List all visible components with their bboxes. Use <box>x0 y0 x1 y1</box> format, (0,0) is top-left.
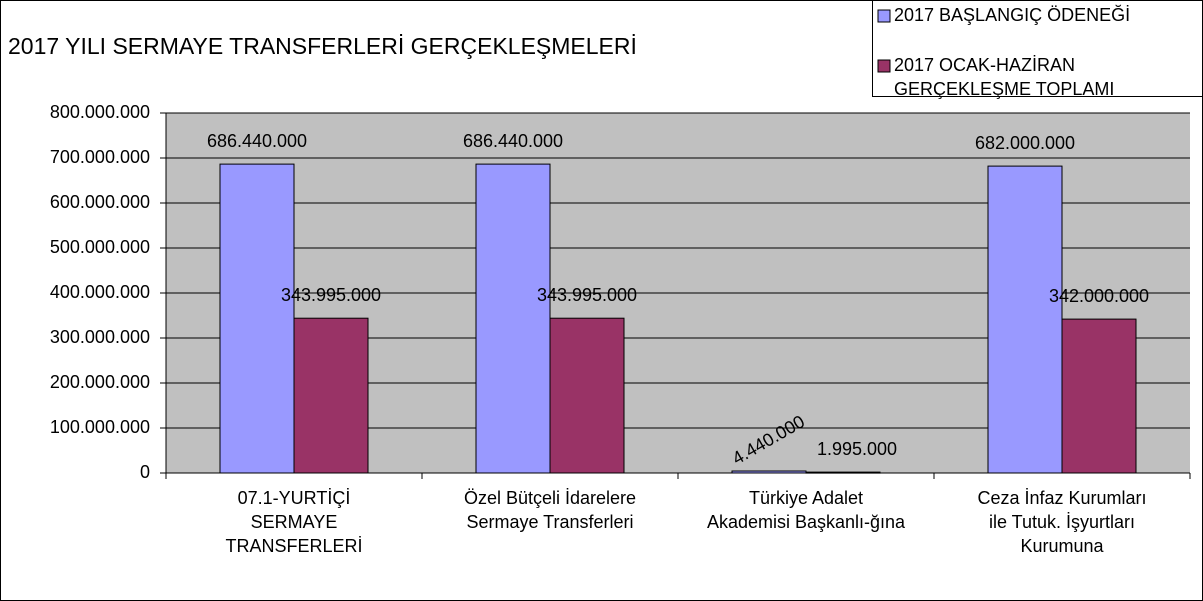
value-label: 686.440.000 <box>463 131 563 151</box>
value-label: 682.000.000 <box>975 133 1075 153</box>
chart-title: 2017 YILI SERMAYE TRANSFERLERİ GERÇEKLEŞ… <box>8 33 637 59</box>
legend-swatch <box>877 9 891 23</box>
value-label: 342.000.000 <box>1049 286 1149 306</box>
y-tick-label: 200.000.000 <box>50 372 150 392</box>
bar <box>805 471 881 474</box>
bar <box>731 470 807 474</box>
y-tick-label: 300.000.000 <box>50 327 150 347</box>
bar <box>1061 318 1137 474</box>
value-label: 343.995.000 <box>281 285 381 305</box>
legend-swatch <box>877 59 891 73</box>
bar <box>293 317 369 474</box>
y-tick-label: 600.000.000 <box>50 192 150 212</box>
x-tick-label: Türkiye Adalet Akademisi Başkanlı-ğına <box>707 488 906 532</box>
legend-label: 2017 OCAK-HAZİRAN GERÇEKLEŞME TOPLAMI <box>894 55 1114 99</box>
y-tick-label: 400.000.000 <box>50 282 150 302</box>
legend-label: 2017 BAŞLANGIÇ ÖDENEĞİ <box>894 4 1130 25</box>
bar <box>549 317 625 474</box>
x-tick-label: 07.1-YURTİÇİ SERMAYE TRANSFERLERİ <box>225 488 362 556</box>
y-tick-label: 100.000.000 <box>50 417 150 437</box>
y-tick-label: 500.000.000 <box>50 237 150 257</box>
bar <box>987 165 1063 474</box>
bar <box>219 163 295 474</box>
value-label: 1.995.000 <box>817 439 897 459</box>
x-tick-label: Ceza İnfaz Kurumları ile Tutuk. İşyurtlar… <box>977 488 1146 556</box>
y-tick-label: 0 <box>140 462 150 482</box>
value-label: 686.440.000 <box>207 131 307 151</box>
bar <box>475 163 551 474</box>
x-tick-label: Özel Bütçeli İdarelere Sermaye Transferle… <box>464 488 636 532</box>
value-label: 343.995.000 <box>537 285 637 305</box>
y-tick-label: 700.000.000 <box>50 147 150 167</box>
legend-box <box>872 0 1203 97</box>
y-tick-label: 800.000.000 <box>50 102 150 122</box>
